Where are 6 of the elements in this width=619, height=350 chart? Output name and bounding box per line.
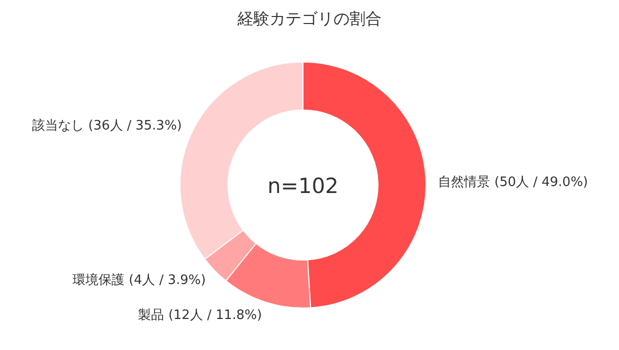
slice-label: 環境保護 (4人 / 3.9%) [72, 272, 206, 288]
slice-label: 該当なし (36人 / 35.3%) [32, 118, 182, 134]
text: n=102 [268, 174, 338, 198]
chart-title: 経験カテゴリの割合 [236, 9, 382, 28]
slice-label: 製品 (12人 / 11.8%) [138, 308, 262, 323]
slice-label: 自然情景 (50人 / 49.0%) [438, 174, 588, 190]
